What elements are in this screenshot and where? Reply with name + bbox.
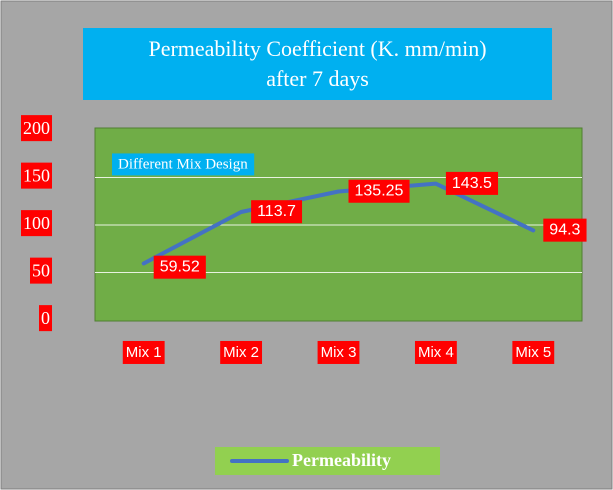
x-tick-label: Mix 2 [223,344,259,361]
data-label-bg [348,179,410,203]
x-tick-label-bg [512,340,555,364]
x-tick-label-bg [122,340,165,364]
x-tick-label: Mix 3 [321,344,357,361]
data-label-bg [153,255,206,279]
annotation: Different Mix Design [118,156,248,172]
x-tick-label: Mix 4 [418,344,454,361]
y-tick-label-bg [21,162,52,189]
x-tick-label-bg [414,340,457,364]
y-tick-label: 100 [23,213,50,233]
data-label: 143.5 [452,175,492,192]
y-tick-label-bg [39,305,52,332]
x-tick-label-bg [317,340,360,364]
y-tick-label: 200 [23,118,50,138]
data-label-bg [445,171,499,195]
data-label-bg [543,218,587,242]
annotation-bg [112,153,255,176]
y-tick-label: 0 [41,308,50,328]
x-tick-label: Mix 1 [126,344,162,361]
data-label: 94.3 [549,222,580,239]
data-label-bg [251,200,303,224]
y-tick-label-bg [30,257,52,284]
data-label: 59.52 [160,259,200,276]
y-tick-label: 150 [23,166,50,186]
y-tick-label: 50 [32,261,50,281]
data-label: 135.25 [355,183,404,200]
y-tick-label-bg [21,210,52,237]
data-label: 113.7 [257,203,296,220]
series-line [141,181,536,266]
legend-label: Permeability [292,450,391,470]
x-tick-label-bg [220,340,263,364]
x-tick-label: Mix 5 [515,344,551,361]
y-tick-label-bg [21,115,52,142]
chart-title: Permeability Coefficient (K. mm/min) aft… [83,28,552,100]
